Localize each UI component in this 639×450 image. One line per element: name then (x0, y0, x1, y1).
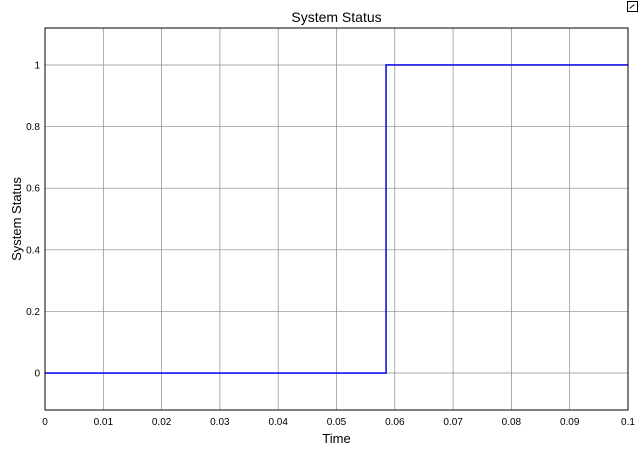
y-tick-label: 0 (34, 369, 40, 380)
x-tick-label: 0.02 (152, 417, 172, 428)
plot-border (44, 27, 629, 411)
x-tick-label: 0.08 (502, 417, 522, 428)
series-layer (45, 64, 628, 374)
x-tick-label: 0.04 (268, 417, 288, 428)
series-line (45, 64, 628, 374)
y-tick-label: 0.4 (26, 245, 40, 256)
y-tick-label: 1 (34, 60, 40, 71)
y-tick-label: 0.6 (26, 184, 40, 195)
x-tick-label: 0.01 (94, 417, 114, 428)
x-tick-label: 0.03 (210, 417, 230, 428)
y-tick-labels: 0 0.2 0.4 0.6 0.8 1 (26, 60, 40, 379)
x-tick-label: 0.06 (385, 417, 405, 428)
x-tick-label: 0.09 (560, 417, 580, 428)
dock-icon[interactable] (627, 1, 638, 12)
y-tick-label: 0.8 (26, 122, 40, 133)
chart-title: System Status (291, 9, 381, 25)
y-tick-label: 0.2 (26, 307, 40, 318)
x-tick-label: 0.05 (327, 417, 347, 428)
x-tick-labels: 0 0.01 0.02 0.03 0.04 0.05 0.06 0.07 0.08 0.09 0.1 (42, 417, 635, 428)
x-axis-label: Time (322, 431, 350, 446)
x-tick-label: 0 (42, 417, 48, 428)
x-tick-label: 0.1 (621, 417, 635, 428)
x-tick-label: 0.07 (443, 417, 463, 428)
y-axis-label: System Status (9, 177, 24, 261)
